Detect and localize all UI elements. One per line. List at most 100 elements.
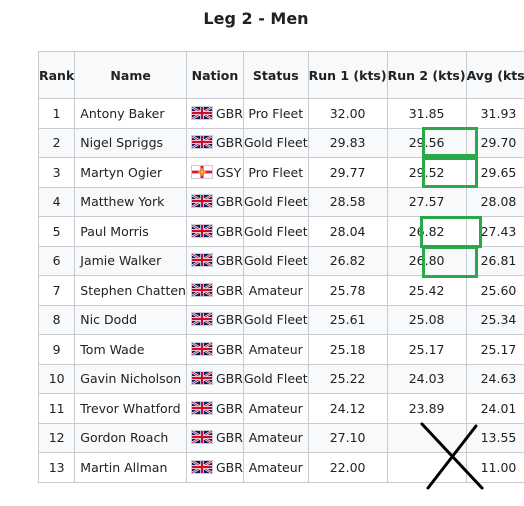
nation-cell: GBR bbox=[185, 127, 244, 158]
table-row: 5 Paul Morris GBR Gold Fleet 28.04 26.82 27.43 bbox=[37, 216, 524, 247]
nation-cell: GSY bbox=[185, 157, 244, 188]
status-cell: Amateur bbox=[242, 393, 309, 424]
status-cell: Amateur bbox=[242, 452, 309, 483]
run2-cell: 31.85 bbox=[386, 98, 467, 129]
rank-cell: 5 bbox=[37, 216, 76, 247]
header-row: Rank Name Nation Status Run 1 (kts) Run … bbox=[37, 51, 524, 99]
results-table: Rank Name Nation Status Run 1 (kts) Run … bbox=[37, 51, 524, 483]
header-nation[interactable]: Nation bbox=[185, 51, 244, 99]
rank-cell: 12 bbox=[37, 422, 76, 453]
table-row: 1 Antony Baker GBR Pro Fleet 32.00 31.85 31.93 bbox=[37, 98, 524, 129]
name-cell: Trevor Whatford bbox=[74, 393, 187, 424]
cross-out-stroke-2 bbox=[426, 424, 478, 490]
nation-cell: GBR bbox=[185, 334, 244, 365]
rank-cell: 8 bbox=[37, 304, 76, 335]
rank-cell: 9 bbox=[37, 334, 76, 365]
avg-highlight-box-rank-6 bbox=[422, 246, 478, 278]
name-cell: Jamie Walker bbox=[74, 245, 187, 276]
rank-cell: 7 bbox=[37, 275, 76, 306]
results-body: 1 Antony Baker GBR Pro Fleet 32.00 31.85 31.93… bbox=[37, 98, 524, 483]
status-cell: Pro Fleet bbox=[242, 157, 309, 188]
avg-highlight-box-rank-5 bbox=[420, 216, 482, 248]
table-row: 13 Martin Allman GBR Amateur 22.00 11.00 bbox=[37, 452, 524, 483]
avg-highlight-box-rank-2 bbox=[422, 127, 478, 157]
header-name[interactable]: Name bbox=[74, 51, 187, 99]
rank-cell: 11 bbox=[37, 393, 76, 424]
run1-cell: 32.00 bbox=[307, 98, 388, 129]
gbr-flag-icon bbox=[190, 430, 213, 445]
status-cell: Gold Fleet bbox=[242, 363, 309, 394]
table-title: Leg 2 - Men bbox=[203, 9, 309, 28]
gbr-flag-icon bbox=[190, 400, 213, 415]
avg-cell: 25.17 bbox=[465, 334, 524, 365]
name-cell: Martyn Ogier bbox=[74, 157, 187, 188]
header-status[interactable]: Status bbox=[242, 51, 309, 99]
status-cell: Gold Fleet bbox=[242, 216, 309, 247]
nation-cell: GBR bbox=[185, 245, 244, 276]
nation-code: GBR bbox=[215, 135, 243, 151]
gbr-flag-icon bbox=[190, 105, 213, 120]
status-cell: Gold Fleet bbox=[242, 127, 309, 158]
gbr-flag-icon bbox=[190, 253, 213, 268]
avg-highlight-box-rank-3 bbox=[422, 157, 478, 188]
nation-code: GBR bbox=[215, 400, 243, 416]
nation-cell: GBR bbox=[185, 186, 244, 217]
run1-cell: 29.77 bbox=[307, 157, 388, 188]
run2-cell: 29.56 bbox=[386, 127, 467, 158]
run1-cell: 28.58 bbox=[307, 186, 388, 217]
name-cell: Nic Dodd bbox=[74, 304, 187, 335]
run2-cell: 23.89 bbox=[386, 393, 467, 424]
run1-cell: 28.04 bbox=[307, 216, 388, 247]
gbr-flag-icon bbox=[190, 282, 213, 297]
nation-code: GBR bbox=[215, 223, 243, 239]
table-row: 9 Tom Wade GBR Amateur 25.18 25.17 25.17 bbox=[37, 334, 524, 365]
rank-cell: 4 bbox=[37, 186, 76, 217]
table-row: 8 Nic Dodd GBR Gold Fleet 25.61 25.08 25.34 bbox=[37, 304, 524, 335]
run1-cell: 24.12 bbox=[307, 393, 388, 424]
rank-cell: 13 bbox=[37, 452, 76, 483]
nation-cell: GBR bbox=[185, 422, 244, 453]
rank-cell: 1 bbox=[37, 98, 76, 129]
rank-cell: 10 bbox=[37, 363, 76, 394]
status-cell: Gold Fleet bbox=[242, 304, 309, 335]
nation-code: GBR bbox=[215, 312, 243, 328]
run1-cell: 22.00 bbox=[307, 452, 388, 483]
run2-cell: 29.52 bbox=[386, 157, 467, 188]
cross-out-mark bbox=[420, 422, 484, 490]
run1-cell: 26.82 bbox=[307, 245, 388, 276]
table-row: 4 Matthew York GBR Gold Fleet 28.58 27.57 28.0… bbox=[37, 186, 524, 217]
table-row: 6 Jamie Walker GBR Gold Fleet 26.82 26.80 26.8… bbox=[37, 245, 524, 276]
gbr-flag-icon bbox=[190, 341, 213, 356]
nation-cell: GBR bbox=[185, 452, 244, 483]
avg-cell: 31.93 bbox=[465, 98, 524, 129]
run2-cell: 25.42 bbox=[386, 275, 467, 306]
gbr-flag-icon bbox=[190, 312, 213, 327]
rank-cell: 6 bbox=[37, 245, 76, 276]
run1-cell: 25.18 bbox=[307, 334, 388, 365]
run2-cell: 25.08 bbox=[386, 304, 467, 335]
avg-cell: 24.01 bbox=[465, 393, 524, 424]
run2-cell: 24.03 bbox=[386, 363, 467, 394]
nation-cell: GBR bbox=[185, 98, 244, 129]
name-cell: Matthew York bbox=[74, 186, 187, 217]
nation-code: GBR bbox=[215, 194, 243, 210]
nation-cell: GBR bbox=[185, 393, 244, 424]
rank-cell: 2 bbox=[37, 127, 76, 158]
nation-code: GBR bbox=[215, 341, 243, 357]
name-cell: Paul Morris bbox=[74, 216, 187, 247]
header-rank[interactable]: Rank bbox=[37, 51, 76, 99]
status-cell: Amateur bbox=[242, 275, 309, 306]
header-run1[interactable]: Run 1 (kts) bbox=[307, 51, 388, 99]
run1-cell: 25.78 bbox=[307, 275, 388, 306]
header-run2[interactable]: Run 2 (kts) bbox=[386, 51, 467, 99]
run2-cell bbox=[386, 422, 467, 453]
run1-cell: 29.83 bbox=[307, 127, 388, 158]
nation-code: GBR bbox=[215, 371, 243, 387]
name-cell: Tom Wade bbox=[74, 334, 187, 365]
header-avg[interactable]: Avg (kts) bbox=[465, 51, 524, 99]
gbr-flag-icon bbox=[190, 371, 213, 386]
avg-cell: 25.60 bbox=[465, 275, 524, 306]
status-cell: Pro Fleet bbox=[242, 98, 309, 129]
nation-cell: GBR bbox=[185, 363, 244, 394]
run1-cell: 25.22 bbox=[307, 363, 388, 394]
